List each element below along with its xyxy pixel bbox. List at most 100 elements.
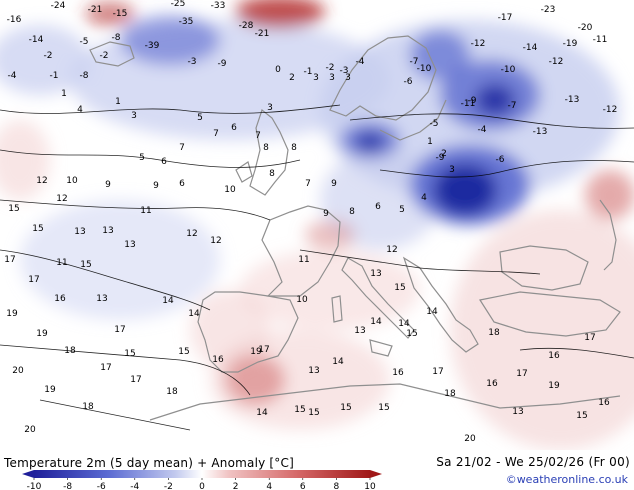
temperature-label: -21 — [255, 29, 270, 39]
temperature-label: -10 — [417, 64, 432, 74]
temperature-label: -17 — [498, 13, 513, 23]
temperature-label: -35 — [179, 17, 194, 27]
temperature-label: -7 — [508, 101, 517, 111]
temperature-label: -25 — [171, 0, 186, 9]
temperature-label: 18 — [488, 328, 500, 338]
temperature-label: 16 — [392, 368, 404, 378]
colorbar-tick-label: -6 — [97, 482, 106, 490]
temperature-label: -21 — [88, 5, 103, 15]
temperature-label: -12 — [603, 105, 618, 115]
temperature-label: 17 — [4, 255, 15, 265]
temperature-label: 15 — [406, 329, 417, 339]
temperature-label: -11 — [461, 99, 476, 109]
forecast-period: Sa 21/02 - We 25/02/26 (Fr 00) — [436, 455, 630, 469]
temperature-label: 5 — [139, 153, 145, 163]
temperature-label: -1 — [50, 71, 59, 81]
temperature-label: 16 — [212, 355, 224, 365]
temperature-label: 14 — [162, 296, 174, 306]
temperature-label: 7 — [213, 129, 219, 139]
temperature-label: 15 — [8, 204, 19, 214]
temperature-label: 13 — [96, 294, 107, 304]
credit-link[interactable]: ©weatheronline.co.uk — [505, 473, 628, 486]
temperature-label: -5 — [80, 37, 89, 47]
temperature-label: 17 — [130, 375, 141, 385]
forecast-map: -16 -24 -21 -15 -25 -33 -39 -35 -28 -21 -14 -8 -1 -5-… — [0, 0, 634, 450]
temperature-label: 12 — [186, 229, 197, 239]
temperature-label: -3 — [340, 66, 349, 76]
temperature-label: 8 — [349, 207, 355, 217]
temperature-label: 6 — [161, 157, 167, 167]
temperature-label: 15 — [394, 283, 405, 293]
temperature-label: 19 — [44, 385, 56, 395]
temperature-label: -2 — [100, 51, 109, 61]
temperature-label: 2 — [289, 73, 295, 83]
colorbar-tick-label: 2 — [233, 482, 239, 490]
temperature-label: -33 — [211, 1, 226, 11]
temperature-label: 9 — [153, 181, 159, 191]
temperature-label: 8 — [263, 143, 269, 153]
temperature-label: 3 — [267, 103, 273, 113]
colorbar-arrow-right — [370, 470, 382, 478]
temperature-label: 1 — [115, 97, 121, 107]
temperature-label: -13 — [565, 95, 580, 105]
colorbar-tick-label: 10 — [364, 482, 376, 490]
temperature-label: 19 — [250, 347, 262, 357]
temperature-label: -8 — [112, 33, 121, 43]
temperature-label: 12 — [386, 245, 397, 255]
temperature-label: 17 — [258, 345, 269, 355]
temperature-label: 14 — [256, 408, 268, 418]
temperature-label: 17 — [432, 367, 443, 377]
temperature-label: 13 — [370, 269, 381, 279]
colorbar-tick-label: -4 — [130, 482, 139, 490]
temperature-label: 3 — [345, 73, 351, 83]
temperature-label: 9 — [331, 179, 337, 189]
colorbar-tick-label: -2 — [164, 482, 173, 490]
colorbar-tick-label: 8 — [334, 482, 340, 490]
temperature-label: -12 — [471, 39, 486, 49]
contour-value-labels: -16-24 -21 -15-25 -33-39-35 -28-21-14 -8-1-5-… — [4, 0, 617, 444]
temperature-label: -9 — [218, 59, 227, 69]
temperature-label: -6 — [496, 155, 505, 165]
temperature-label: -13 — [533, 127, 548, 137]
temperature-label: 15 — [178, 347, 189, 357]
temperature-label: 6 — [231, 123, 237, 133]
temperature-label: 10 — [66, 176, 78, 186]
temperature-label: -4 — [356, 57, 365, 67]
temperature-label: 10 — [296, 295, 308, 305]
temperature-label: 13 — [308, 366, 319, 376]
temperature-label: 4 — [77, 105, 83, 115]
temperature-label: 20 — [464, 434, 476, 444]
temperature-label: 3 — [313, 73, 319, 83]
temperature-label: 12 — [56, 194, 67, 204]
temperature-label: -24 — [51, 1, 66, 11]
temperature-label: -9 — [468, 96, 477, 106]
temperature-label: -8 — [80, 71, 89, 81]
temperature-label: 19 — [36, 329, 48, 339]
temperature-label: 7 — [179, 143, 185, 153]
temperature-label: 2 — [441, 149, 447, 159]
temperature-label: 15 — [294, 405, 305, 415]
colorbar-tick-label: -10 — [27, 482, 42, 490]
temperature-label: 18 — [444, 389, 456, 399]
temperature-label: 3 — [449, 165, 455, 175]
temperature-label: -14 — [29, 35, 44, 45]
temperature-label: 1 — [427, 137, 433, 147]
isotherms — [0, 104, 634, 431]
temperature-label: 11 — [140, 206, 151, 216]
temperature-label: 16 — [54, 294, 66, 304]
temperature-label: -10 — [501, 65, 516, 75]
temperature-label: 8 — [291, 143, 297, 153]
temperature-label: 10 — [224, 185, 236, 195]
temperature-label: 7 — [305, 179, 311, 189]
map-canvas: -16-24 -21 -15-25 -33-39-35 -28-21-14 -8-1-5-… — [0, 0, 634, 450]
temperature-label: -3 — [188, 57, 197, 67]
temperature-label: 5 — [197, 113, 203, 123]
temperature-label: -2 — [44, 51, 53, 61]
temperature-label: -7 — [410, 57, 419, 67]
temperature-label: 8 — [269, 169, 275, 179]
temperature-label: 15 — [124, 349, 135, 359]
temperature-label: -20 — [578, 23, 593, 33]
temperature-label: -16 — [7, 15, 22, 25]
temperature-label: -19 — [563, 39, 578, 49]
temperature-label: 4 — [421, 193, 427, 203]
